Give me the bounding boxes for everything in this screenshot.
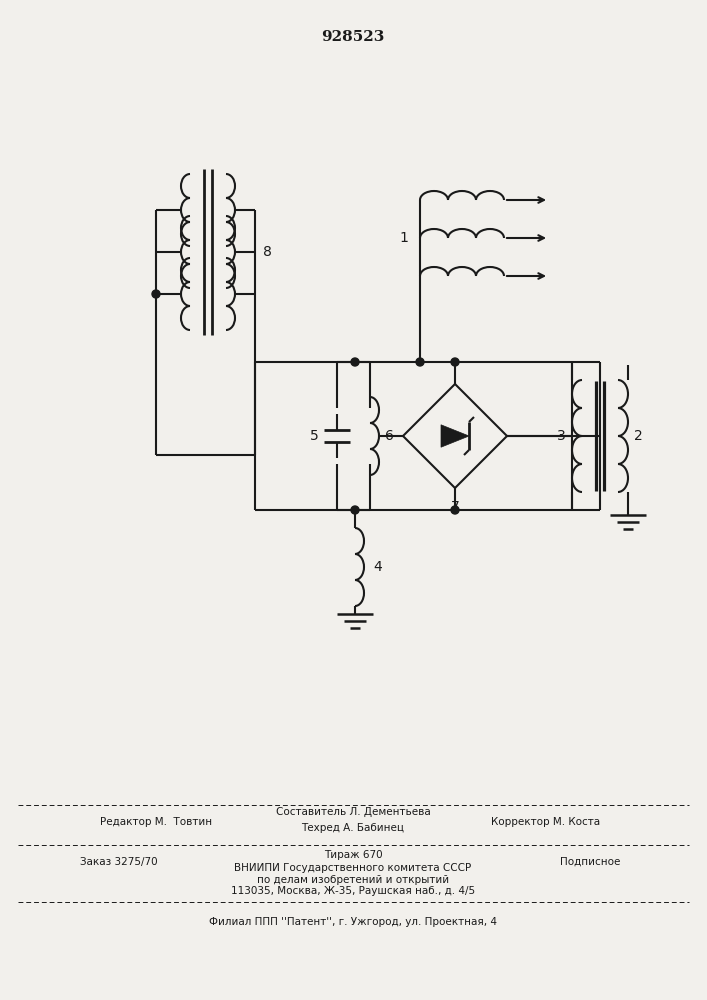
Text: 6: 6 [385,429,394,443]
Text: Филиал ППП ''Патент'', г. Ужгород, ул. Проектная, 4: Филиал ППП ''Патент'', г. Ужгород, ул. П… [209,917,497,927]
Text: 3: 3 [557,429,566,443]
Text: по делам изобретений и открытий: по делам изобретений и открытий [257,875,449,885]
Text: Заказ 3275/70: Заказ 3275/70 [80,857,158,867]
Circle shape [451,506,459,514]
Text: ВНИИПИ Государственного комитета СССР: ВНИИПИ Государственного комитета СССР [235,863,472,873]
Circle shape [152,290,160,298]
Text: Корректор М. Коста: Корректор М. Коста [491,817,600,827]
Text: Подписное: Подписное [560,857,620,867]
Circle shape [351,506,359,514]
Polygon shape [441,425,469,447]
Text: 7: 7 [450,500,460,514]
Text: 928523: 928523 [321,30,385,44]
Text: Редактор М.  Товтин: Редактор М. Товтин [100,817,212,827]
Text: 2: 2 [634,429,643,443]
Text: Составитель Л. Дементьева: Составитель Л. Дементьева [276,807,431,817]
Text: 1: 1 [399,231,408,245]
Circle shape [351,358,359,366]
Circle shape [416,358,424,366]
Text: 113035, Москва, Ж-35, Раушская наб., д. 4/5: 113035, Москва, Ж-35, Раушская наб., д. … [231,886,475,896]
Text: Тираж 670: Тираж 670 [324,850,382,860]
Text: 5: 5 [310,429,319,443]
Text: 8: 8 [263,245,272,259]
Text: 4: 4 [373,560,382,574]
Circle shape [451,358,459,366]
Text: Техред А. Бабинец: Техред А. Бабинец [301,823,404,833]
